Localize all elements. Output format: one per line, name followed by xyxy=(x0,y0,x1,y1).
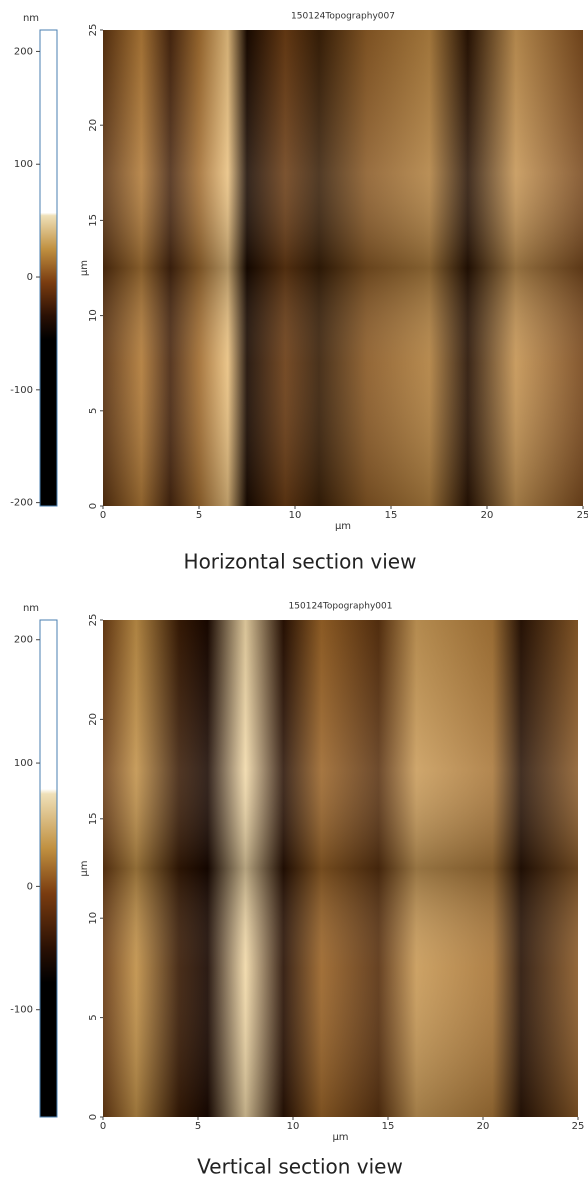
y-tick-label: 25 xyxy=(88,614,99,627)
y-tick-label: 20 xyxy=(88,713,99,726)
caption: Horizontal section view xyxy=(184,550,417,574)
x-tick-label: 5 xyxy=(195,1121,201,1132)
image-title: 150124Topography001 xyxy=(289,602,393,612)
y-tick-label: 5 xyxy=(88,1014,99,1020)
x-tick-label: 25 xyxy=(577,510,588,521)
x-tick-label: 0 xyxy=(100,510,106,521)
x-tick-label: 10 xyxy=(289,510,302,521)
figure: 150124Topography007nm2001000-100-2000510… xyxy=(0,0,588,1181)
y-tick-label: 5 xyxy=(88,408,99,414)
y-axis-label: µm xyxy=(79,260,90,276)
y-tick-label: 15 xyxy=(88,214,99,227)
colorbar-unit: nm xyxy=(23,13,39,24)
colorbar-unit: nm xyxy=(23,603,39,614)
colorbar xyxy=(40,30,57,506)
x-axis-label: µm xyxy=(335,521,351,532)
colorbar-tick-label: 200 xyxy=(14,46,33,57)
x-tick-label: 20 xyxy=(481,510,494,521)
y-tick-label: 25 xyxy=(88,24,99,37)
colorbar-tick-label: 0 xyxy=(27,881,33,892)
caption: Vertical section view xyxy=(197,1155,403,1179)
y-axis-label: µm xyxy=(79,860,90,876)
x-tick-label: 5 xyxy=(196,510,202,521)
colorbar-tick-label: 100 xyxy=(14,159,33,170)
image-streaks xyxy=(103,620,578,1117)
colorbar-tick-label: -100 xyxy=(10,1005,33,1016)
image-streaks xyxy=(103,30,583,506)
x-tick-label: 20 xyxy=(477,1121,490,1132)
x-tick-label: 10 xyxy=(287,1121,300,1132)
colorbar-tick-label: 100 xyxy=(14,758,33,769)
colorbar-tick-label: -200 xyxy=(10,498,33,509)
y-tick-label: 15 xyxy=(88,812,99,825)
y-tick-label: 10 xyxy=(88,912,99,925)
x-tick-label: 0 xyxy=(100,1121,106,1132)
colorbar xyxy=(40,620,57,1117)
y-tick-label: 0 xyxy=(88,503,99,509)
colorbar-tick-label: 0 xyxy=(27,272,33,283)
image-title: 150124Topography007 xyxy=(291,12,395,22)
colorbar-tick-label: 200 xyxy=(14,635,33,646)
x-tick-label: 15 xyxy=(385,510,398,521)
y-tick-label: 0 xyxy=(88,1114,99,1120)
y-tick-label: 20 xyxy=(88,119,99,132)
x-tick-label: 15 xyxy=(382,1121,395,1132)
x-tick-label: 25 xyxy=(572,1121,585,1132)
colorbar-tick-label: -100 xyxy=(10,385,33,396)
y-tick-label: 10 xyxy=(88,309,99,322)
x-axis-label: µm xyxy=(332,1132,348,1143)
